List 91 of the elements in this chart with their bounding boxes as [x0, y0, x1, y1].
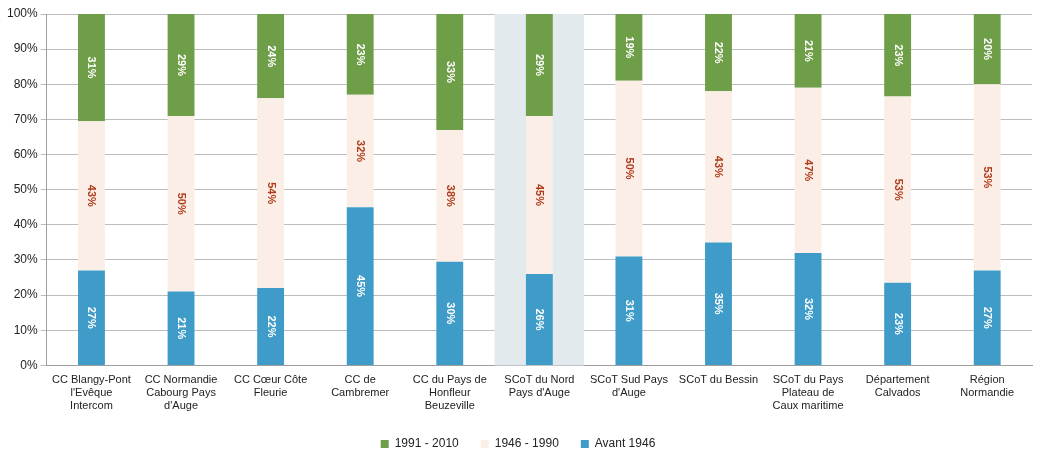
bar	[973, 14, 1001, 85]
bar	[794, 87, 822, 253]
y-tick-label: 40%	[13, 217, 39, 232]
y-tick-label: 60%	[13, 146, 39, 161]
legend-label: 1991 - 2010	[394, 436, 460, 451]
x-tick-label: CC Normandie Cabourg Pays d'Auge	[144, 373, 218, 412]
bar	[167, 291, 195, 365]
data-label: 50%	[176, 192, 189, 215]
bar	[346, 14, 374, 95]
y-tick-label: 80%	[13, 76, 39, 91]
data-label: 19%	[623, 36, 636, 59]
data-label: 26%	[534, 308, 547, 331]
data-label: 23%	[892, 312, 905, 336]
bar	[884, 282, 912, 365]
bar	[705, 14, 732, 92]
y-tick-label: 70%	[13, 111, 39, 126]
y-tick-label: 10%	[13, 322, 39, 337]
data-label: 35%	[713, 292, 726, 315]
bar	[436, 261, 464, 365]
x-tick-label: SCoT du Pays Plateau de Caux maritime	[772, 373, 844, 412]
bar	[615, 14, 643, 81]
data-label: 54%	[265, 182, 278, 205]
bar	[705, 91, 732, 243]
x-tick-label: CC du Pays de Honfleur Beuzeville	[412, 373, 487, 412]
bar	[884, 14, 912, 97]
data-label: 53%	[892, 178, 905, 201]
x-tick-label: Région Normandie	[960, 373, 1015, 399]
bar	[794, 14, 822, 88]
data-label: 45%	[355, 275, 368, 298]
bar	[78, 121, 105, 271]
x-tick-label: CC de Cambremer	[331, 373, 390, 399]
x-tick-label: SCoT Sud Pays d'Auge	[589, 373, 669, 399]
data-label: 27%	[86, 306, 99, 329]
bar	[794, 252, 822, 365]
bar	[525, 115, 553, 275]
data-label: 21%	[803, 39, 816, 63]
bar	[167, 115, 195, 292]
bar	[257, 98, 285, 289]
bar	[973, 270, 1001, 365]
data-label: 50%	[623, 157, 636, 180]
data-label: 23%	[892, 44, 905, 67]
data-label: 43%	[713, 155, 726, 179]
bar	[705, 242, 732, 365]
data-label: 21%	[176, 317, 189, 340]
bar	[525, 274, 553, 365]
y-tick-label: 100%	[6, 6, 39, 21]
x-tick-label: SCoT du Nord Pays d'Auge	[504, 373, 575, 399]
bar	[615, 256, 643, 365]
data-label: 29%	[534, 53, 547, 77]
data-label: 20%	[982, 38, 995, 61]
bar	[884, 96, 912, 283]
data-label: 30%	[444, 302, 457, 325]
data-label: 43%	[86, 184, 99, 208]
x-tick-label: CC Blangy-Pont l'Evêque Intercom	[52, 373, 131, 412]
data-label: 29%	[176, 53, 189, 77]
data-label: 22%	[265, 315, 278, 338]
data-label: 31%	[86, 56, 99, 79]
data-label: 45%	[534, 183, 547, 207]
y-tick-label: 90%	[13, 41, 39, 56]
data-label: 31%	[623, 299, 636, 322]
y-tick-label: 20%	[13, 287, 39, 302]
data-label: 33%	[444, 60, 457, 84]
data-label: 47%	[803, 159, 816, 182]
x-tick-label: CC Cœur Côte Fleurie	[233, 373, 308, 399]
data-label: 24%	[265, 45, 278, 68]
bar	[436, 129, 464, 262]
bar	[78, 270, 105, 365]
legend-label: 1946 - 1990	[494, 436, 560, 451]
bar	[615, 80, 643, 257]
bar	[436, 14, 464, 130]
data-label: 27%	[982, 306, 995, 329]
data-label: 22%	[713, 41, 726, 64]
legend-label: Avant 1946	[594, 436, 656, 451]
bar	[346, 207, 374, 365]
x-tick-label: Département Calvados	[865, 373, 930, 399]
y-tick-label: 50%	[13, 182, 39, 197]
data-label: 53%	[982, 166, 995, 189]
bar	[525, 14, 553, 116]
bar	[346, 94, 374, 208]
y-tick-label: 0%	[20, 357, 39, 372]
bar	[257, 14, 285, 99]
data-label: 38%	[444, 184, 457, 208]
data-label: 32%	[803, 297, 816, 321]
bar	[973, 84, 1001, 271]
bar	[78, 14, 105, 122]
x-tick-label: SCoT du Bessin	[678, 373, 759, 386]
bar	[257, 288, 285, 365]
data-label: 32%	[355, 140, 368, 163]
bar	[167, 14, 195, 116]
y-tick-label: 30%	[13, 252, 39, 267]
data-label: 23%	[355, 43, 368, 66]
